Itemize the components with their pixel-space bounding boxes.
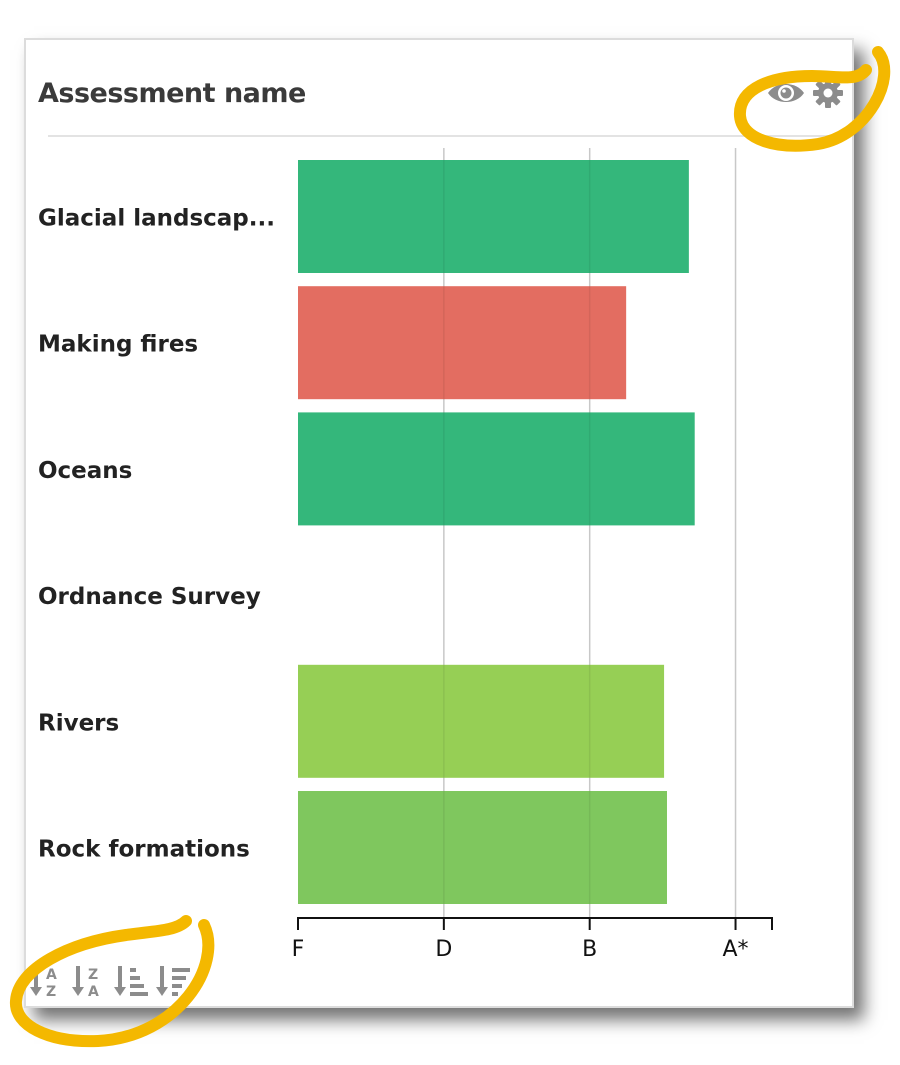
category-label: Making fires bbox=[38, 332, 198, 358]
card-title: Assessment name bbox=[38, 78, 306, 109]
x-tick-label: D bbox=[435, 937, 452, 962]
bar bbox=[298, 286, 627, 400]
x-tick-label: A* bbox=[723, 937, 749, 962]
bar bbox=[298, 412, 695, 526]
bar bbox=[298, 664, 665, 778]
category-label: Oceans bbox=[38, 458, 132, 484]
svg-text:Z: Z bbox=[46, 984, 56, 1000]
sort-numeric-desc-icon[interactable] bbox=[156, 960, 196, 1000]
category-label: Ordnance Survey bbox=[38, 584, 261, 610]
category-label: Rivers bbox=[38, 710, 119, 736]
bar bbox=[298, 791, 667, 904]
category-label: Rock formations bbox=[38, 837, 250, 863]
bar-chart: Glacial landscap... Making fires Oceans Ord… bbox=[38, 148, 773, 962]
title-divider bbox=[48, 135, 838, 137]
x-tick-label: F bbox=[292, 937, 305, 962]
assessment-card: Assessment name Glacial landscap... Makin… bbox=[24, 38, 854, 1008]
x-tick-label: B bbox=[582, 937, 597, 962]
sort-alpha-desc-icon[interactable]: Z A bbox=[72, 960, 112, 1000]
sort-alpha-asc-icon[interactable]: A Z bbox=[30, 960, 70, 1000]
svg-text:A: A bbox=[88, 984, 99, 1000]
svg-text:Z: Z bbox=[88, 967, 98, 983]
sort-numeric-asc-icon[interactable] bbox=[114, 960, 154, 1000]
svg-text:A: A bbox=[46, 967, 57, 983]
bar bbox=[298, 160, 689, 273]
category-label: Glacial landscap... bbox=[38, 206, 275, 232]
